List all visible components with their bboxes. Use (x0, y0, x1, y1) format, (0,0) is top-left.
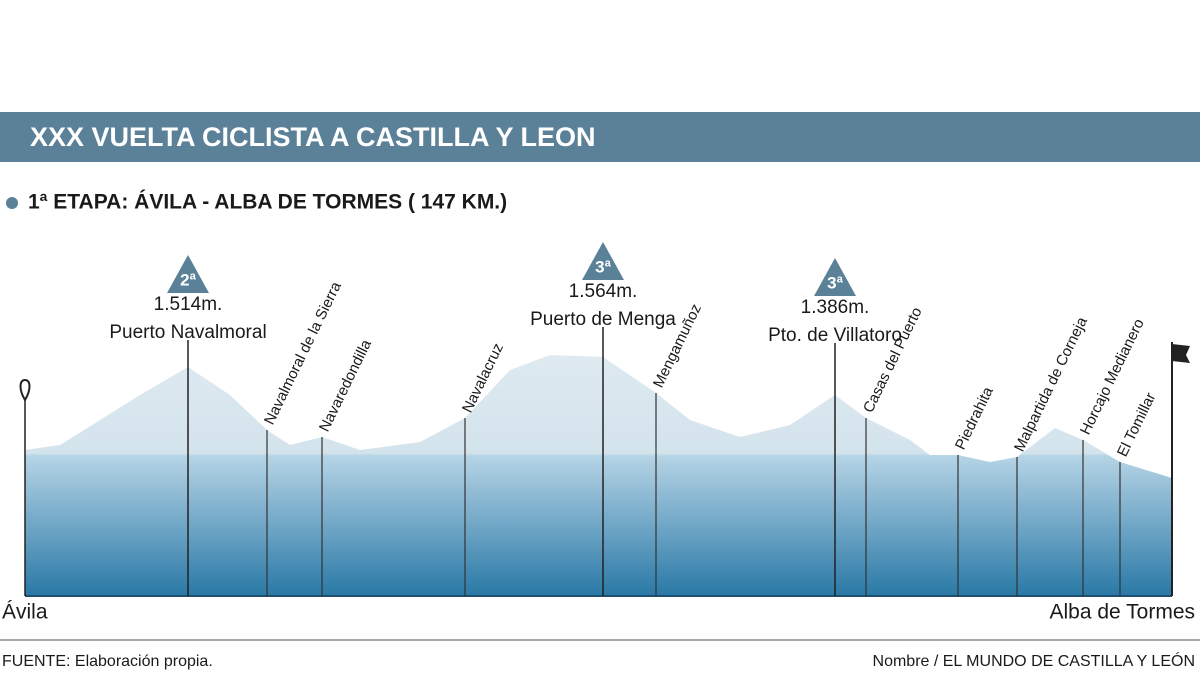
climb-triangle (814, 258, 856, 296)
climb-name: Puerto Navalmoral (109, 322, 266, 343)
credit: Nombre / EL MUNDO DE CASTILLA Y LEÓN (873, 651, 1195, 670)
place-label: Casas del Puerto (860, 305, 926, 416)
place-label: Navaredondilla (316, 337, 375, 435)
title-band (0, 112, 1200, 162)
title: XXX VUELTA CICLISTA A CASTILLA Y LEON (30, 122, 596, 152)
finish-flag (1172, 344, 1190, 363)
climb-altitude: 1.514m. (154, 294, 223, 315)
climb-name: Pto. de Villatoro (768, 325, 902, 346)
climb-category: 3ª (827, 273, 843, 292)
climb-triangle (582, 242, 624, 280)
climb-name: Puerto de Menga (530, 309, 676, 330)
bullet (6, 197, 18, 209)
place-label: Piedrahita (952, 384, 997, 453)
finish-label: Alba de Tormes (1049, 601, 1195, 624)
climb-category: 2ª (180, 270, 196, 289)
place-label: El Tomillar (1114, 390, 1159, 459)
start-label: Ávila (2, 601, 48, 624)
climb-category: 3ª (595, 257, 611, 276)
profile (25, 355, 1172, 596)
source: FUENTE: Elaboración propia. (2, 653, 213, 670)
climb-altitude: 1.564m. (569, 281, 638, 302)
stage: 1ª ETAPA: ÁVILA - ALBA DE TORMES ( 147 K… (28, 191, 507, 214)
start-pin (19, 378, 31, 402)
climb-triangle (167, 255, 209, 293)
climb-altitude: 1.386m. (801, 297, 870, 318)
